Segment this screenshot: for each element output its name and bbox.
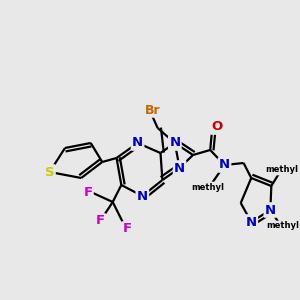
Text: O: O xyxy=(211,121,223,134)
Text: F: F xyxy=(122,223,132,236)
Text: methyl: methyl xyxy=(265,166,298,175)
Text: S: S xyxy=(45,166,55,178)
Text: Br: Br xyxy=(145,103,161,116)
Text: N: N xyxy=(265,203,276,217)
Text: F: F xyxy=(96,214,105,227)
Text: F: F xyxy=(83,185,92,199)
Text: N: N xyxy=(219,158,230,172)
Text: N: N xyxy=(137,190,148,202)
Text: methyl: methyl xyxy=(266,221,299,230)
Text: N: N xyxy=(246,215,257,229)
Text: methyl: methyl xyxy=(191,182,224,191)
Text: N: N xyxy=(169,136,180,149)
Text: N: N xyxy=(174,161,185,175)
Text: N: N xyxy=(132,136,143,149)
